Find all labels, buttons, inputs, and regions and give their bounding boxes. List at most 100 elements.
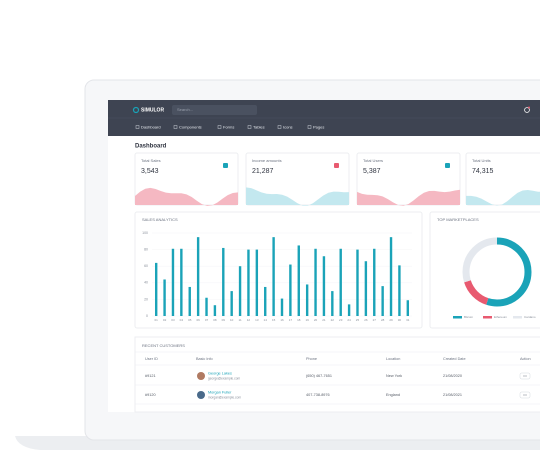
bar <box>289 264 292 316</box>
user-id: #9121 <box>145 374 156 378</box>
menu-item[interactable]: Tables <box>253 124 265 129</box>
x-tick-label: 20 <box>314 318 318 322</box>
y-tick-label: 0 <box>146 314 148 318</box>
bar <box>322 256 326 316</box>
x-tick-label: 26 <box>364 318 368 322</box>
x-tick-label: 12 <box>247 318 251 322</box>
y-tick-label: 40 <box>144 281 148 285</box>
x-tick-label: 09 <box>222 318 226 322</box>
legend-label: Cardano <box>524 315 536 319</box>
bar <box>255 249 259 316</box>
bar <box>154 262 158 316</box>
stat-icon <box>445 163 450 168</box>
stat-sparkline <box>466 190 540 206</box>
phone: 407-738-8976 <box>306 393 330 397</box>
legend-swatch <box>483 316 492 319</box>
bar <box>398 265 401 316</box>
bar <box>389 237 393 316</box>
x-tick-label: 31 <box>406 318 410 322</box>
bar <box>314 248 317 316</box>
menu-icon <box>277 125 282 129</box>
x-tick-label: 27 <box>373 318 377 322</box>
y-tick-label: 60 <box>144 264 148 268</box>
x-tick-label: 16 <box>280 318 284 322</box>
location: New York <box>386 374 402 378</box>
legend-swatch <box>513 316 522 319</box>
stat-sparkline <box>135 187 238 206</box>
menu-item[interactable]: Icons <box>283 124 293 129</box>
bar <box>213 305 217 316</box>
menu-icon <box>135 125 140 129</box>
x-tick-label: 15 <box>272 318 276 322</box>
x-tick-label: 14 <box>264 318 268 322</box>
notification-icon[interactable] <box>524 107 530 113</box>
bar <box>171 248 175 316</box>
x-tick-label: 17 <box>289 318 293 322</box>
bar <box>331 291 334 316</box>
menu-item[interactable]: Components <box>179 124 202 129</box>
menu-item[interactable]: Forms <box>223 124 234 129</box>
x-tick-label: 02 <box>163 318 167 322</box>
x-tick-label: 19 <box>305 318 309 322</box>
stat-title: Income amounts <box>252 158 282 163</box>
search-placeholder: Search... <box>177 107 193 112</box>
avatar <box>197 372 205 380</box>
x-tick-label: 01 <box>155 318 159 322</box>
x-tick-label: 21 <box>322 318 326 322</box>
bar <box>247 249 250 316</box>
y-tick-label: 100 <box>142 231 148 235</box>
stat-title: Total Units <box>472 158 491 163</box>
customers-title: RECENT CUSTOMERS <box>142 343 185 348</box>
bar <box>230 291 233 316</box>
menu-icon <box>173 125 178 129</box>
bar <box>305 284 309 316</box>
x-tick-label: 24 <box>347 318 351 322</box>
menu-icon <box>217 125 222 129</box>
menu-item[interactable]: Dashboard <box>141 124 161 129</box>
logo: SIMULOR <box>141 107 164 113</box>
bar <box>406 300 410 316</box>
stat-sparkline <box>357 189 460 206</box>
stat-icon <box>223 163 228 168</box>
user-email: george@example.com <box>208 376 240 380</box>
bar <box>280 298 284 316</box>
page-title: Dashboard <box>135 144 167 150</box>
customers-card <box>134 336 540 413</box>
bar <box>163 279 166 316</box>
bar <box>222 247 225 316</box>
stat-icon <box>334 163 339 168</box>
menu-item[interactable]: Pages <box>313 124 324 129</box>
created-date: 21/08/2021 <box>443 393 462 397</box>
user-name[interactable]: Morgan Fuller <box>208 391 232 395</box>
bar <box>373 248 376 316</box>
user-name[interactable]: George Lakes <box>208 372 232 376</box>
bar <box>180 248 183 316</box>
bar <box>188 286 191 316</box>
y-tick-label: 20 <box>144 297 148 301</box>
column-header: Location <box>386 357 400 361</box>
bar <box>238 266 242 316</box>
sales-title: SALES ANALYTICS <box>142 217 178 222</box>
x-tick-label: 30 <box>398 318 402 322</box>
column-header: Phone <box>306 357 317 361</box>
x-tick-label: 07 <box>205 318 209 322</box>
phone: (650) 467-7651 <box>306 374 332 378</box>
stat-value: 21,287 <box>252 168 274 175</box>
stat-sparkline <box>246 187 349 206</box>
logo-icon <box>132 106 140 114</box>
bar <box>205 297 208 316</box>
bar <box>381 286 384 316</box>
bar <box>356 249 359 316</box>
x-tick-label: 18 <box>297 318 301 322</box>
search-box[interactable] <box>172 105 257 115</box>
column-header: Basic Info <box>196 357 213 361</box>
marketplaces-card <box>429 211 540 329</box>
bar <box>272 237 275 316</box>
x-tick-label: 10 <box>230 318 234 322</box>
x-tick-label: 04 <box>180 318 184 322</box>
notification-dot <box>528 106 530 109</box>
marketplaces-title: TOP MARKETPLACES <box>437 217 479 222</box>
bar <box>364 261 368 316</box>
avatar <box>197 391 205 399</box>
